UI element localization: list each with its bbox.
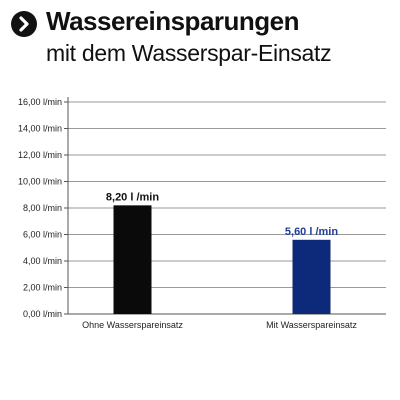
y-tick-label: 4,00 l/min — [23, 256, 62, 266]
bar — [113, 205, 152, 314]
y-tick-label: 12,00 l/min — [18, 150, 62, 160]
category-label: Mit Wasserspareinsatz — [266, 320, 357, 330]
category-label: Ohne Wasserspareinsatz — [82, 320, 183, 330]
chart-subtitle: mit dem Wasserspar-Einsatz — [46, 40, 332, 66]
y-tick-label: 6,00 l/min — [23, 230, 62, 240]
y-tick-label: 0,00 l/min — [23, 309, 62, 319]
data-label: 8,20 l /min — [106, 191, 159, 203]
data-label: 5,60 l /min — [285, 226, 338, 238]
y-tick-label: 2,00 l/min — [23, 283, 62, 293]
y-tick-label: 14,00 l/min — [18, 124, 62, 134]
bars — [113, 205, 331, 314]
chevron-right-circle-icon — [11, 11, 37, 37]
y-tick-label: 16,00 l/min — [18, 97, 62, 107]
bar — [292, 239, 331, 314]
chart-header: Wassereinsparungen mit dem Wasserspar-Ei… — [0, 0, 400, 80]
y-tick-label: 10,00 l/min — [18, 177, 62, 187]
category-labels: Ohne Wasserspareinsatz Mit Wasserspareins… — [82, 320, 357, 330]
chart-title: Wassereinsparungen — [46, 6, 300, 36]
data-labels: 8,20 l /min 5,60 l /min — [106, 191, 338, 237]
y-axis-ticks: 0,00 l/min 2,00 l/min 4,00 l/min 6,00 l/min… — [18, 97, 68, 319]
y-tick-label: 8,00 l/min — [23, 203, 62, 213]
